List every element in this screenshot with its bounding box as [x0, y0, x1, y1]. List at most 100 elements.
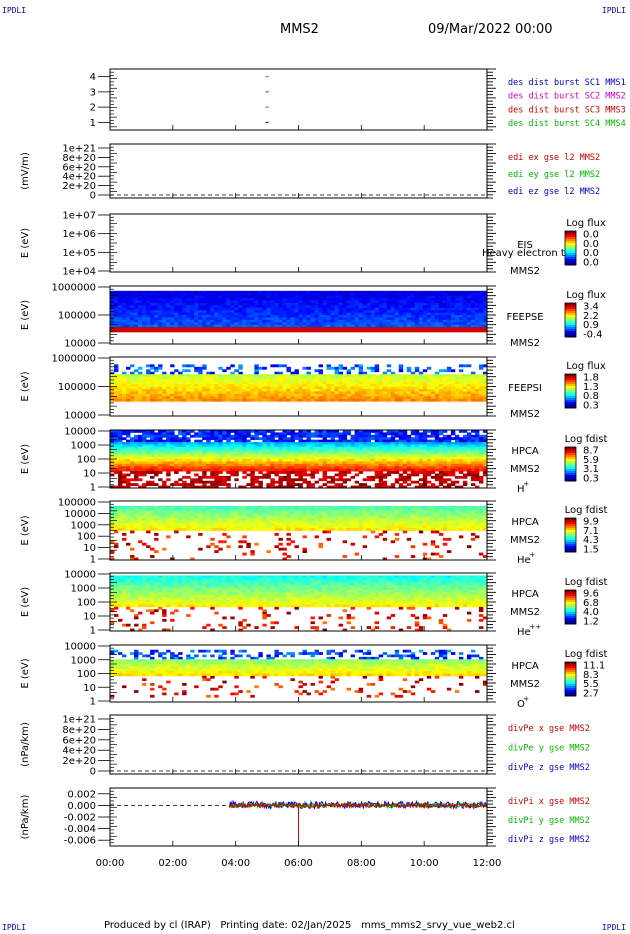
spectrogram-cell — [218, 439, 223, 443]
spectrogram-cell — [326, 386, 331, 390]
spectrogram-cell — [466, 388, 472, 392]
spectrogram-cell — [266, 466, 271, 470]
spectrogram-cell — [238, 451, 243, 455]
spectrogram-cell — [358, 317, 364, 321]
spectrogram-cell — [178, 454, 183, 457]
spectrogram-cell — [118, 444, 123, 448]
spectrogram-cell — [170, 437, 175, 441]
spectrogram-cell — [406, 310, 412, 313]
spectrogram-cell — [230, 442, 235, 445]
spectrogram-cell — [430, 315, 436, 318]
spectrogram-cell — [126, 461, 131, 465]
spectrogram-cell — [230, 393, 235, 397]
spectrogram-cell — [434, 327, 440, 330]
spectrogram-cell — [322, 329, 327, 333]
spectrogram-cell — [274, 295, 279, 299]
spectrogram-cell — [382, 480, 388, 484]
spectrogram-cell — [426, 430, 432, 433]
spectrogram-cell — [138, 290, 143, 294]
spectrogram-cell — [394, 456, 400, 460]
spectrogram-cell — [138, 298, 143, 301]
spectrogram-cell — [258, 475, 263, 479]
spectrogram-cell — [222, 319, 227, 323]
spectrogram-cell — [378, 374, 384, 378]
spectrogram-cell — [426, 310, 432, 313]
spectrogram-cell — [186, 302, 191, 306]
spectrogram-cell — [462, 315, 468, 318]
spectrogram-cell — [146, 305, 151, 309]
spectrogram-cell — [318, 439, 323, 443]
spectrogram-cell — [374, 384, 380, 387]
spectrogram-cell — [410, 298, 416, 301]
spectrogram-cell — [474, 444, 480, 448]
spectrogram-cell — [206, 376, 211, 380]
spectrogram-cell — [326, 307, 331, 311]
spectrogram-cell — [402, 468, 408, 472]
spectrogram-cell — [322, 468, 327, 472]
spectrogram-cell — [410, 295, 416, 299]
spectrogram-cell — [322, 322, 327, 326]
spectrogram-cell — [282, 463, 287, 467]
spectrogram-cell — [154, 454, 159, 457]
spectrogram-cell — [430, 446, 436, 450]
spectrogram-cell — [166, 468, 171, 472]
spectrogram-cell — [190, 298, 195, 301]
spectrogram-cell — [286, 386, 291, 390]
spectrogram-cell — [458, 437, 464, 441]
spectrogram-cell — [286, 485, 291, 489]
spectrogram-cell — [342, 449, 348, 453]
spectrogram-cell — [226, 324, 231, 328]
spectrogram-cell — [394, 295, 400, 299]
spectrogram-cell — [162, 302, 167, 306]
spectrogram-cell — [218, 379, 223, 382]
spectrogram-cell — [454, 454, 460, 457]
spectrogram-cell — [366, 295, 372, 299]
spectrogram-cell — [198, 430, 203, 433]
spectrogram-cell — [254, 437, 259, 441]
spectrogram-cell — [346, 322, 352, 326]
spectrogram-cell — [346, 290, 352, 294]
spectrogram-cell — [478, 437, 484, 441]
spectrogram-cell — [470, 396, 476, 400]
spacecraft-label: MMS2 — [510, 266, 540, 277]
spectrogram-cell — [410, 310, 416, 313]
spectrogram-cell — [246, 459, 251, 462]
spectrogram-cell — [178, 302, 183, 306]
spectrogram-cell — [182, 480, 187, 484]
spectrogram-cell — [114, 379, 119, 382]
spectrogram-cell — [378, 317, 384, 321]
spectrogram-cell — [414, 446, 420, 450]
spectrogram-cell — [406, 393, 412, 397]
spectrogram-cell — [110, 379, 115, 382]
spectrogram-cell — [406, 446, 412, 450]
spectrogram-cell — [310, 444, 315, 448]
colorbar-tick: 0.0 — [583, 258, 599, 269]
spectrogram-cell — [178, 478, 183, 482]
spectrogram-cell — [114, 434, 119, 438]
spectrogram-cell — [222, 432, 227, 436]
spectrogram-cell — [430, 319, 436, 323]
spectrogram-cell — [482, 376, 488, 380]
spectrogram-cell — [222, 327, 227, 330]
spectrogram-cell — [338, 459, 344, 462]
spectrogram-cell — [414, 374, 420, 378]
spectrogram-cell — [334, 461, 340, 465]
spectrogram-cell — [402, 322, 408, 326]
spectrogram-cell — [306, 393, 311, 397]
spectrogram-cell — [242, 376, 247, 380]
spectrogram-cell — [182, 396, 187, 400]
spectrogram-cell — [262, 466, 267, 470]
spectrogram-cell — [470, 430, 476, 433]
spectrogram-cell — [446, 310, 452, 313]
spectrogram-cell — [282, 386, 287, 390]
spectrogram-cell — [294, 293, 299, 297]
spectrogram-cell — [126, 327, 131, 330]
spectrogram-cell — [454, 384, 460, 387]
spectrogram-cell — [358, 327, 364, 330]
spectrogram-cell — [182, 317, 187, 321]
spectrogram-cell — [322, 454, 327, 457]
spectrogram-cell — [250, 376, 255, 380]
spectrogram-cell — [470, 293, 476, 297]
spectrogram-cell — [262, 396, 267, 400]
spectrogram-cell — [446, 485, 452, 489]
